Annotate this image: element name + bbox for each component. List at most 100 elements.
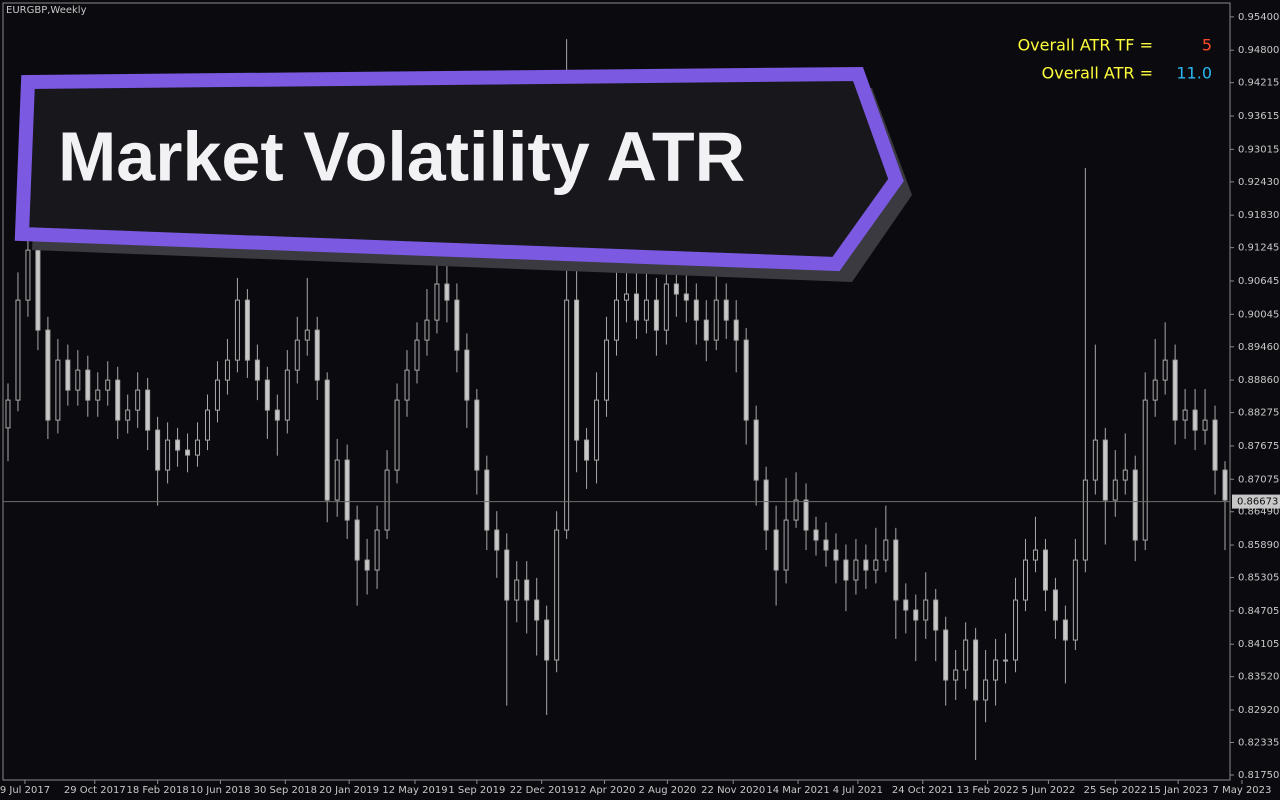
x-tick-label: 18 Feb 2018 xyxy=(126,785,188,796)
candle-body xyxy=(454,299,460,351)
atr-value: 11.0 xyxy=(1176,64,1212,83)
y-tick-label: 0.91245 xyxy=(1238,243,1279,254)
last-price-box xyxy=(1232,494,1280,509)
candle-body xyxy=(823,539,829,551)
candle-body xyxy=(524,579,530,601)
candle-body xyxy=(85,369,91,401)
x-tick-label: 25 Sep 2022 xyxy=(1084,785,1147,796)
candle-body xyxy=(1042,549,1048,591)
candle-body xyxy=(1222,469,1228,501)
y-tick-label: 0.90645 xyxy=(1238,276,1279,287)
y-tick-label: 0.95400 xyxy=(1238,12,1279,23)
candle-body xyxy=(933,599,939,631)
y-tick-label: 0.87075 xyxy=(1238,474,1279,485)
x-tick-label: 29 Oct 2017 xyxy=(64,785,126,796)
x-tick-label: 1 Sep 2019 xyxy=(448,785,505,796)
y-tick-label: 0.88860 xyxy=(1238,375,1279,386)
y-tick-label: 0.81750 xyxy=(1238,770,1279,781)
candle-body xyxy=(165,439,171,471)
candle-body xyxy=(783,519,789,571)
y-tick-label: 0.86490 xyxy=(1238,507,1279,518)
candle-body xyxy=(993,659,999,681)
candle-body xyxy=(803,499,809,531)
candle-body xyxy=(963,639,969,671)
candle-body xyxy=(763,479,769,531)
x-tick-label: 9 Jul 2017 xyxy=(0,785,50,796)
x-tick-label: 22 Nov 2020 xyxy=(701,785,765,796)
y-tick-label: 0.84705 xyxy=(1238,606,1279,617)
x-tick-label: 15 Jan 2023 xyxy=(1148,785,1208,796)
candle-body xyxy=(544,619,550,661)
candle-body xyxy=(673,283,679,295)
candle-body xyxy=(264,379,270,411)
x-tick-label: 2 Aug 2020 xyxy=(639,785,697,796)
candle-body xyxy=(643,299,649,321)
candle-body xyxy=(863,559,869,571)
candle-body xyxy=(155,429,161,471)
candle-body xyxy=(743,339,749,421)
banner-title: Market Volatility ATR xyxy=(58,117,745,195)
candle-body xyxy=(564,299,570,531)
candle-body xyxy=(324,379,330,501)
candle-body xyxy=(1023,559,1028,601)
x-tick-label: 12 May 2019 xyxy=(382,785,447,796)
candle-body xyxy=(903,599,909,611)
candle-body xyxy=(1182,409,1188,421)
x-tick-label: 22 Dec 2019 xyxy=(510,785,574,796)
x-tick-label: 30 Sep 2018 xyxy=(254,785,317,796)
candle-body xyxy=(464,349,470,401)
candle-body xyxy=(414,339,420,371)
y-tick-label: 0.93615 xyxy=(1238,111,1279,122)
last-price-label: 0.86673 xyxy=(1237,497,1278,508)
x-tick-label: 14 Mar 2021 xyxy=(766,785,829,796)
candle-body xyxy=(274,409,280,421)
candle-body xyxy=(1052,589,1058,621)
candle-body xyxy=(195,439,201,456)
candle-body xyxy=(973,639,979,701)
x-tick-label: 10 Jun 2018 xyxy=(190,785,250,796)
candle-body xyxy=(923,599,929,621)
candle-body xyxy=(35,249,41,331)
candle-body xyxy=(354,519,360,561)
candle-body xyxy=(314,329,320,381)
candle-body xyxy=(1212,419,1218,471)
atr-tf-label: Overall ATR TF = xyxy=(1018,36,1153,55)
candle-body xyxy=(494,529,500,551)
candle-body xyxy=(95,389,101,401)
candle-body xyxy=(1072,559,1078,641)
candle-body xyxy=(753,419,759,481)
candles xyxy=(5,39,1228,761)
y-tick-label: 0.91830 xyxy=(1238,210,1279,221)
candle-body xyxy=(713,299,719,341)
y-tick-label: 0.94800 xyxy=(1238,45,1279,56)
x-tick-label: 12 Apr 2020 xyxy=(574,785,636,796)
candle-body xyxy=(733,319,739,341)
candle-body xyxy=(883,539,889,561)
y-tick-label: 0.82920 xyxy=(1238,705,1279,716)
candle-body xyxy=(813,529,819,541)
candle-body xyxy=(364,559,370,571)
candle-body xyxy=(953,669,959,681)
candle-body xyxy=(1013,599,1019,661)
candle-body xyxy=(843,559,849,581)
candle-body xyxy=(504,549,510,601)
candle-body xyxy=(943,629,949,681)
candle-body xyxy=(1192,409,1198,431)
banner: Market Volatility ATR xyxy=(14,66,912,282)
candle-body xyxy=(1003,659,1009,662)
plot-frame xyxy=(2,2,1231,781)
candle-body xyxy=(294,339,300,371)
y-tick-label: 0.83520 xyxy=(1238,672,1279,683)
candle-body xyxy=(893,539,899,601)
candle-body xyxy=(45,329,51,421)
atr-label: Overall ATR = xyxy=(1042,64,1153,83)
candle-body xyxy=(1172,359,1178,421)
x-tick-label: 7 May 2023 xyxy=(1213,785,1272,796)
candle-body xyxy=(374,529,380,571)
candle-body xyxy=(653,299,659,331)
candle-body xyxy=(1132,469,1138,541)
y-tick-label: 0.88275 xyxy=(1238,408,1279,419)
y-tick-label: 0.85305 xyxy=(1238,573,1279,584)
